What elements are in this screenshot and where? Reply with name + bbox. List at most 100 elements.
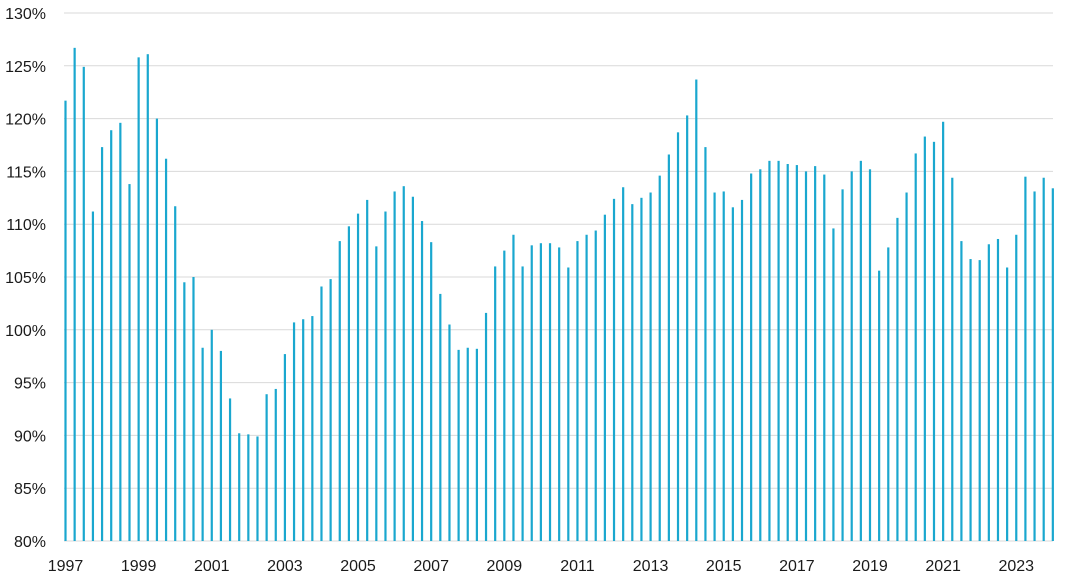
bar xyxy=(192,277,195,541)
y-tick-label: 100% xyxy=(5,323,46,340)
bar xyxy=(494,266,497,541)
y-tick-label: 115% xyxy=(6,164,46,181)
bar xyxy=(521,266,524,541)
bar xyxy=(292,322,296,541)
bars xyxy=(64,47,1054,542)
bar xyxy=(558,247,561,541)
bar xyxy=(942,121,945,541)
bar xyxy=(439,293,442,541)
bar xyxy=(795,165,798,541)
bar xyxy=(347,226,351,541)
bar xyxy=(658,175,661,541)
x-tick-label: 2009 xyxy=(487,558,523,575)
bar xyxy=(393,191,396,542)
bar xyxy=(1015,234,1018,541)
bar xyxy=(814,166,817,541)
bar xyxy=(430,242,433,542)
y-tick-label: 95% xyxy=(14,376,46,393)
bar xyxy=(155,118,159,541)
y-tick-label: 105% xyxy=(5,270,46,287)
bar xyxy=(823,174,826,541)
bar xyxy=(969,259,972,541)
x-tick-label: 2001 xyxy=(194,558,230,575)
bar xyxy=(667,154,670,541)
bar xyxy=(210,329,213,541)
bar xyxy=(1042,177,1045,541)
bar xyxy=(110,130,113,541)
bar xyxy=(64,100,67,541)
bar xyxy=(923,136,926,541)
bar xyxy=(777,160,780,541)
bar xyxy=(987,244,990,541)
y-tick-label: 120% xyxy=(5,112,46,129)
bar xyxy=(356,213,360,541)
x-tick-label: 2003 xyxy=(267,558,303,575)
bar xyxy=(265,394,268,541)
bar xyxy=(804,171,808,541)
bar xyxy=(594,230,597,541)
bar xyxy=(484,312,488,541)
bar xyxy=(238,433,241,541)
bar xyxy=(119,122,122,541)
y-axis: 80% 85% 90% 95% 100% 105% 110% 115% 120% 125% 130% xyxy=(5,6,46,551)
bar xyxy=(311,316,314,541)
bar xyxy=(302,319,305,541)
bar xyxy=(201,347,204,541)
y-tick-label: 125% xyxy=(5,59,46,76)
x-tick-label: 2007 xyxy=(413,558,449,575)
bar xyxy=(832,228,835,541)
bar xyxy=(375,246,378,541)
bar xyxy=(878,270,881,541)
bar xyxy=(905,192,908,541)
bar xyxy=(91,211,95,541)
y-tick-label: 85% xyxy=(14,481,46,498)
bar xyxy=(695,79,698,541)
bar xyxy=(475,348,478,541)
bar xyxy=(329,279,332,541)
x-tick-label: 2015 xyxy=(706,558,742,575)
x-tick-label: 2005 xyxy=(340,558,376,575)
bar xyxy=(887,247,890,541)
bar xyxy=(686,115,689,541)
bar xyxy=(512,234,515,541)
bar xyxy=(1051,188,1054,541)
bar xyxy=(283,354,287,541)
y-tick-label: 110% xyxy=(6,217,46,234)
bar xyxy=(631,204,634,542)
bar xyxy=(750,173,753,541)
bar xyxy=(338,241,341,541)
bar xyxy=(1033,191,1036,542)
bar xyxy=(366,199,369,542)
bar xyxy=(841,189,844,542)
bar xyxy=(996,238,1000,541)
bar xyxy=(640,197,643,542)
y-tick-label: 90% xyxy=(14,428,46,445)
bar xyxy=(612,198,616,541)
bar xyxy=(228,398,232,541)
bar xyxy=(448,324,451,541)
bar xyxy=(951,177,954,541)
bar xyxy=(731,207,734,541)
bar xyxy=(649,192,652,541)
bar xyxy=(420,221,424,542)
x-tick-label: 2021 xyxy=(925,558,961,575)
bar xyxy=(457,349,460,541)
bar xyxy=(539,243,542,541)
bar xyxy=(960,241,963,541)
x-tick-label: 2013 xyxy=(633,558,669,575)
bar xyxy=(164,158,168,541)
bar xyxy=(100,147,104,541)
bar xyxy=(219,350,223,541)
bar xyxy=(548,243,552,541)
bar xyxy=(411,196,414,541)
bar xyxy=(384,211,387,541)
bar xyxy=(740,199,744,542)
bar xyxy=(320,286,323,541)
x-axis: 1997 1999 2001 2003 2005 2007 2009 2011 2013 2015… xyxy=(48,558,1034,575)
bar xyxy=(622,187,625,542)
bar xyxy=(567,267,570,541)
bar xyxy=(676,132,680,541)
bar xyxy=(247,434,250,541)
